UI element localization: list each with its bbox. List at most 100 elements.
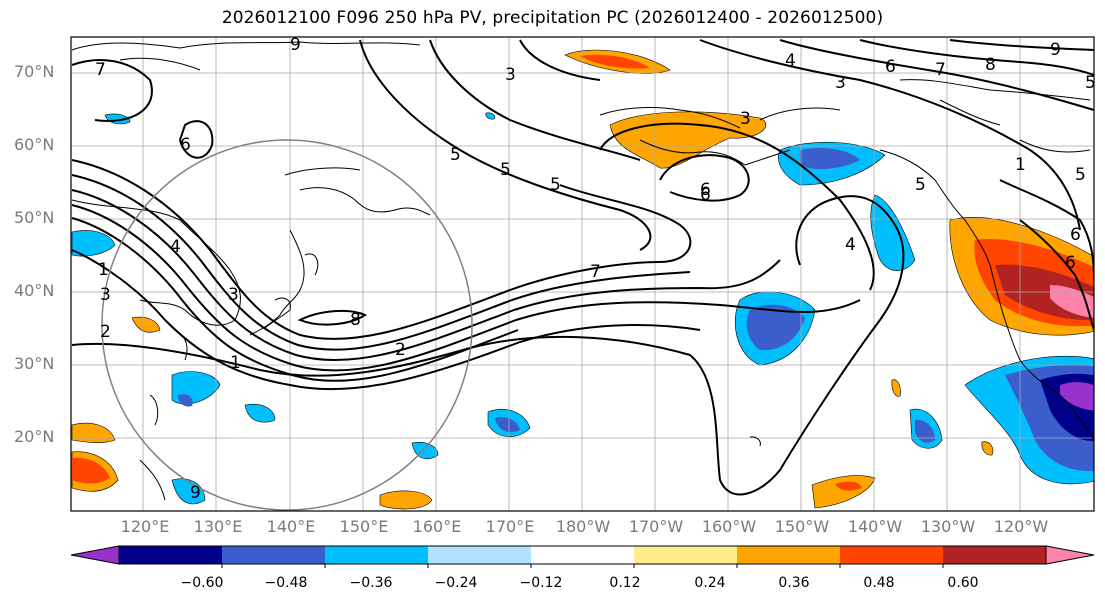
lat-label-40n: 40°N: [14, 281, 55, 300]
contour-label: 9: [1050, 40, 1061, 60]
pv-contours: [71, 39, 1094, 496]
contour-label: 5: [450, 145, 461, 165]
contour-label: 1: [98, 260, 109, 280]
contour-label: 4: [170, 237, 181, 257]
contour-label: 8: [350, 310, 361, 330]
contour-label: 4: [845, 235, 856, 255]
colorbar-tick: −0.12: [519, 575, 563, 591]
contour-label: 6: [700, 185, 711, 205]
contour-label: 5: [915, 175, 926, 195]
lon-label-160e: 160°E: [412, 517, 462, 536]
lat-label-20n: 20°N: [14, 427, 55, 446]
colorbar-swatch: [428, 546, 532, 564]
colorbar-extend-high: [1045, 545, 1095, 565]
contour-label: 1: [1015, 155, 1026, 175]
precip-area-orange: [379, 490, 433, 510]
precip-area-darkblue: [495, 417, 520, 433]
precip-area-orange: [71, 422, 116, 444]
contour-label: 5: [1075, 165, 1086, 185]
contour-label: 3: [505, 65, 516, 85]
lon-label-140e: 140°E: [266, 517, 316, 536]
contour-label: 5: [1085, 73, 1096, 93]
colorbar-extend-low: [70, 545, 120, 565]
colorbar-swatch: [531, 546, 635, 564]
colorbar-outline: [118, 545, 1047, 565]
colorbar-tick: −0.24: [434, 575, 478, 591]
contour-label: 4: [785, 51, 796, 71]
lon-label-130w: 130°W: [920, 517, 976, 536]
contour-label: 6: [180, 135, 191, 155]
contour-label: 6: [885, 57, 896, 77]
contour-label: 7: [935, 60, 946, 80]
contour-label: 7: [590, 262, 601, 282]
colorbar-swatch: [119, 546, 223, 564]
lat-label-50n: 50°N: [14, 208, 55, 227]
lon-label-180w: 180°W: [555, 517, 611, 536]
precip-area-orange: [891, 379, 901, 397]
contour-label: 3: [228, 285, 239, 305]
precip-area-red: [835, 481, 862, 491]
colorbar-tick: −0.60: [180, 575, 224, 591]
precip-area-darkblue: [915, 419, 935, 443]
lon-label-170e: 170°E: [485, 517, 535, 536]
lon-label-120e: 120°E: [120, 517, 170, 536]
precip-area-red: [72, 457, 110, 484]
contour-label: 6: [1065, 253, 1076, 273]
lon-label-140w: 140°W: [847, 517, 903, 536]
lon-label-150e: 150°E: [339, 517, 389, 536]
contour-label: 3: [100, 285, 111, 305]
precip-area-blue: [171, 478, 206, 505]
lat-label-60n: 60°N: [14, 135, 55, 154]
colorbar-swatch: [737, 546, 841, 564]
map-frame: [70, 36, 1095, 512]
precipitation-shading: [71, 49, 1094, 510]
contour-label: 9: [290, 35, 301, 55]
range-ring: [101, 139, 473, 511]
colorbar-swatch: [325, 546, 429, 564]
colorbar-tick: −0.36: [349, 575, 393, 591]
contour-label: 9: [190, 483, 201, 503]
graticule: [71, 37, 1094, 511]
coastlines: [71, 41, 1094, 501]
colorbar-tick: 0.36: [778, 575, 810, 591]
precip-area-orange: [981, 441, 994, 456]
contour-label: 2: [100, 322, 111, 342]
precip-area-purple: [1060, 382, 1094, 411]
lon-label-130e: 130°E: [193, 517, 243, 536]
precip-area-blue: [870, 194, 916, 271]
precip-area-darkblue: [746, 304, 805, 351]
precip-area-darkblue: [800, 148, 860, 170]
lon-label-120w: 120°W: [993, 517, 1049, 536]
precip-area-blue: [411, 441, 439, 460]
colorbar-swatch: [634, 546, 738, 564]
contour-label: 6: [1070, 225, 1081, 245]
contour-label: 5: [500, 160, 511, 180]
contour-label: 1: [230, 353, 241, 373]
colorbar-tick: 0.48: [863, 575, 895, 591]
colorbar-swatch: [222, 546, 326, 564]
precip-area-blue: [71, 230, 116, 257]
lat-label-70n: 70°N: [14, 62, 55, 81]
precip-area-red-core: [580, 54, 650, 69]
contour-label: 7: [95, 60, 106, 80]
colorbar-tick: 0.12: [609, 575, 641, 591]
precip-area-darkblue: [178, 394, 193, 407]
contour-label: 3: [835, 73, 846, 93]
contour-label: 5: [550, 175, 561, 195]
colorbar-swatch: [943, 546, 1047, 564]
precip-area-blue: [485, 112, 496, 120]
contour-label: 2: [395, 340, 406, 360]
colorbar-swatch: [840, 546, 944, 564]
lon-label-170w: 170°W: [628, 517, 684, 536]
colorbar-tick: −0.48: [264, 575, 308, 591]
precip-area-orange: [131, 316, 161, 333]
lon-label-160w: 160°W: [701, 517, 757, 536]
precip-area-blue: [244, 403, 276, 423]
colorbar: [70, 545, 1095, 568]
colorbar-tick: 0.24: [694, 575, 726, 591]
lon-label-150w: 150°W: [774, 517, 830, 536]
colorbar-tick: 0.60: [947, 575, 979, 591]
contour-label: 8: [985, 55, 996, 75]
